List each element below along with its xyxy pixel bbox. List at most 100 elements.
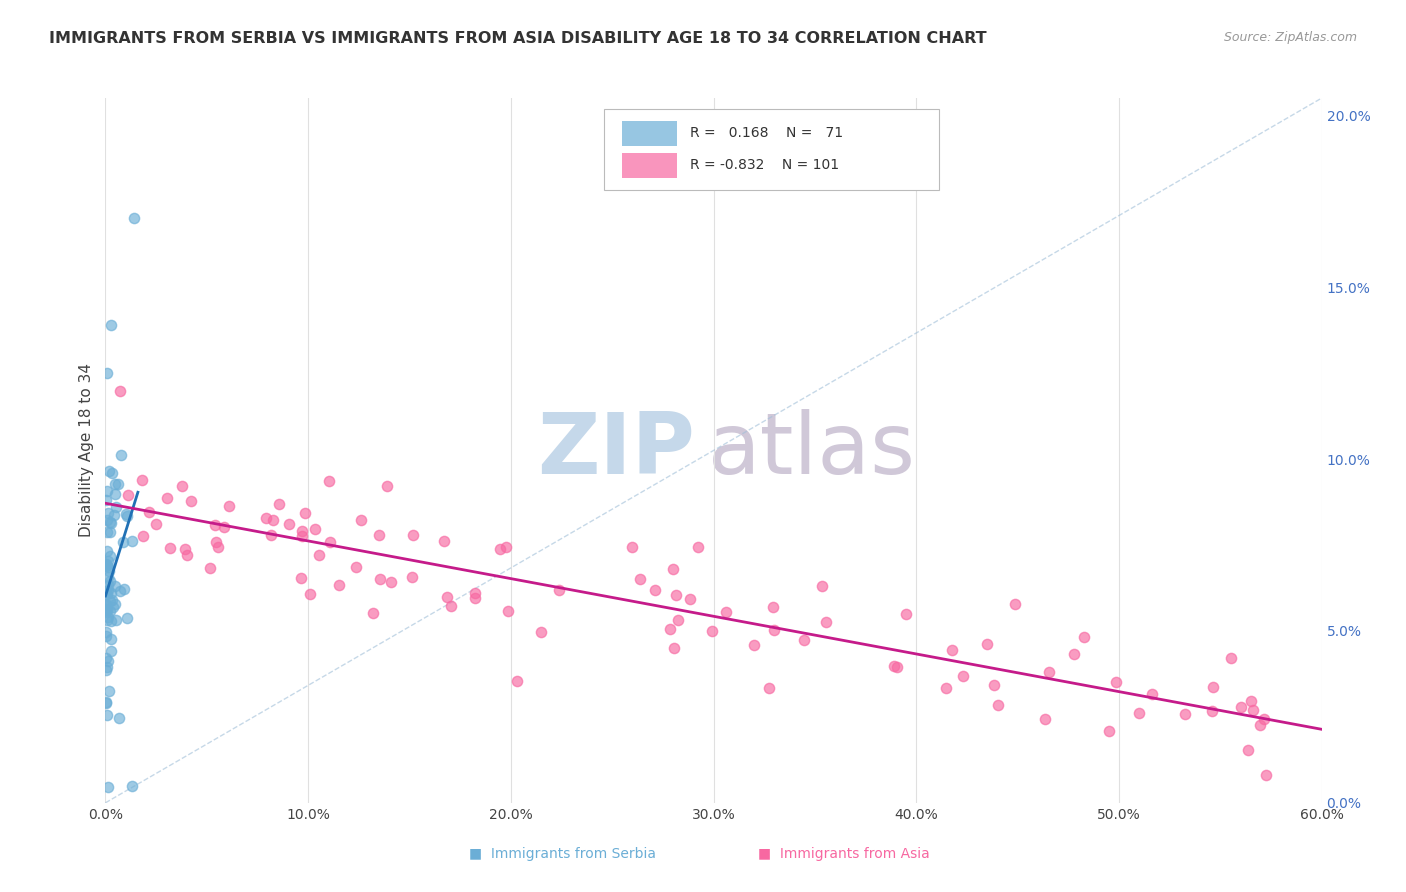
Point: [97, 654, 120, 668]
Text: Source: ZipAtlas.com: Source: ZipAtlas.com: [1223, 31, 1357, 45]
Point: [98, 574, 121, 588]
Point: [108, 710, 131, 724]
Point: [433, 534, 456, 549]
Point: [668, 613, 690, 627]
Point: [100, 516, 122, 530]
Text: ■  Immigrants from Serbia: ■ Immigrants from Serbia: [468, 847, 657, 861]
Point: [96, 483, 118, 498]
Point: [96, 651, 118, 665]
Point: [98, 549, 121, 563]
Point: [98, 524, 121, 539]
Point: [205, 535, 228, 549]
Point: [402, 528, 425, 542]
FancyBboxPatch shape: [623, 153, 678, 178]
Point: [987, 698, 1010, 713]
Point: [107, 477, 129, 491]
Point: [662, 640, 685, 655]
Point: [121, 779, 143, 793]
Point: [96, 554, 118, 568]
Point: [97, 570, 120, 584]
Point: [97, 582, 120, 597]
Point: [262, 513, 284, 527]
Point: [658, 622, 681, 636]
Point: [440, 599, 463, 613]
Point: [506, 673, 529, 688]
Point: [679, 592, 702, 607]
Point: [112, 582, 135, 596]
Point: [121, 534, 143, 549]
Point: [110, 384, 132, 398]
Point: [688, 541, 710, 555]
Point: [260, 528, 283, 542]
Point: [94, 664, 117, 678]
Point: [156, 491, 179, 505]
Point: [100, 318, 122, 332]
Point: [115, 611, 138, 625]
Point: [94, 697, 117, 711]
Point: [278, 517, 301, 532]
Point: [254, 511, 277, 525]
Point: [207, 541, 229, 555]
Point: [159, 541, 181, 555]
Point: [368, 528, 391, 542]
Point: [204, 518, 226, 533]
Point: [291, 528, 314, 542]
Point: [101, 467, 124, 481]
Point: [96, 587, 118, 601]
Point: [758, 681, 780, 696]
Point: [172, 479, 194, 493]
Point: [96, 597, 118, 611]
Point: [94, 599, 117, 613]
Point: [1004, 597, 1026, 611]
Point: [742, 638, 765, 652]
Text: IMMIGRANTS FROM SERBIA VS IMMIGRANTS FROM ASIA DISABILITY AGE 18 TO 34 CORRELATI: IMMIGRANTS FROM SERBIA VS IMMIGRANTS FRO…: [49, 31, 987, 46]
Point: [94, 695, 117, 709]
Point: [96, 525, 118, 540]
Y-axis label: Disability Age 18 to 34: Disability Age 18 to 34: [79, 363, 94, 538]
Point: [98, 594, 121, 608]
Point: [377, 479, 399, 493]
Point: [368, 572, 391, 586]
Point: [218, 499, 240, 513]
Point: [952, 668, 974, 682]
Point: [1249, 718, 1271, 732]
Point: [762, 599, 785, 614]
Point: [498, 604, 520, 618]
Point: [1219, 650, 1241, 665]
Point: [350, 513, 373, 527]
Point: [1236, 742, 1258, 756]
Point: [105, 500, 128, 514]
Point: [97, 506, 120, 520]
Point: [101, 600, 124, 615]
Point: [530, 625, 553, 640]
Point: [1201, 680, 1223, 694]
Point: [103, 508, 125, 523]
Point: [96, 613, 118, 627]
Text: R =   0.168    N =   71: R = 0.168 N = 71: [690, 127, 844, 140]
Point: [290, 570, 312, 584]
Point: [94, 558, 117, 573]
Point: [644, 582, 666, 597]
Point: [495, 540, 517, 554]
Point: [363, 606, 385, 620]
Point: [1174, 706, 1197, 721]
Point: [328, 577, 350, 591]
Text: ■  Immigrants from Asia: ■ Immigrants from Asia: [758, 847, 929, 861]
Point: [110, 448, 132, 462]
Point: [101, 593, 124, 607]
Point: [1241, 703, 1264, 717]
Point: [983, 678, 1005, 692]
Point: [100, 644, 122, 658]
Point: [96, 625, 118, 640]
Point: [620, 540, 643, 554]
Point: [96, 606, 118, 620]
Point: [1098, 723, 1121, 738]
Point: [883, 659, 905, 673]
Point: [1240, 694, 1263, 708]
Point: [104, 487, 127, 501]
Point: [96, 603, 118, 617]
Point: [464, 586, 486, 600]
Point: [665, 589, 688, 603]
Point: [815, 615, 838, 629]
Point: [104, 597, 127, 611]
